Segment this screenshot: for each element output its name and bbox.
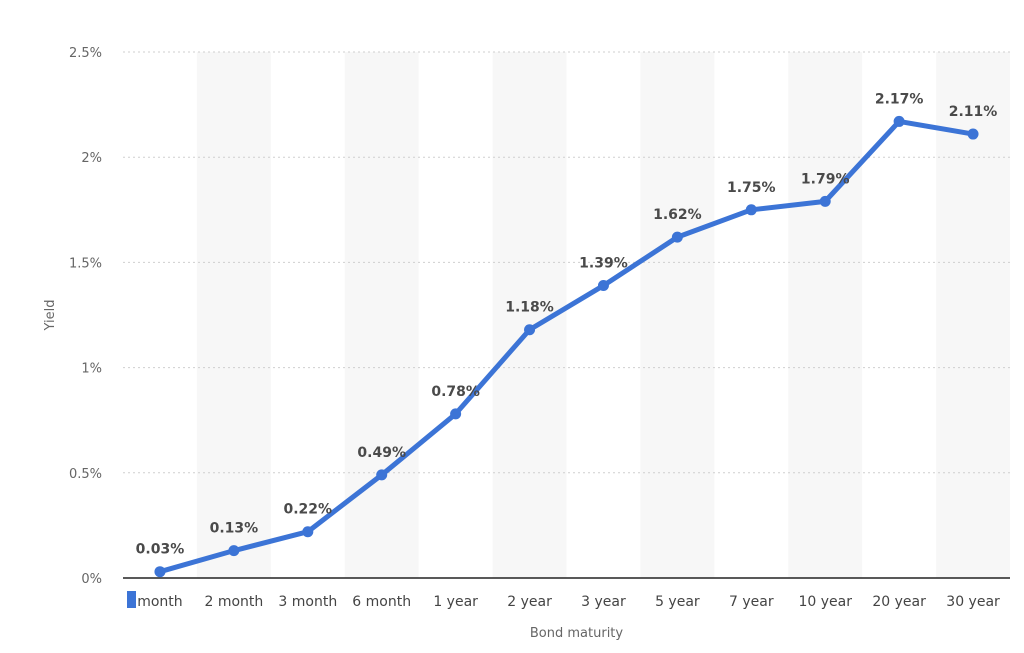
x-tick-label: 2 year [507,594,552,610]
y-axis-ticks: 0% 0.5% 1% 1.5% 2% 2.5% [69,46,102,587]
data-point[interactable] [819,195,831,207]
data-label: 0.03% [136,542,185,558]
y-tick-label: 0.5% [69,467,102,482]
data-point[interactable] [154,566,166,578]
data-labels: 0.03% 0.13% 0.22% 0.49% 0.78% 1.18% 1.39% 1.62%… [136,91,998,557]
data-point[interactable] [967,128,979,140]
data-label: 1.39% [579,256,628,272]
series-group [154,115,979,578]
data-point[interactable] [597,280,609,292]
x-tick-label: month [137,594,182,610]
y-tick-label: 2.5% [69,46,102,61]
y-tick-label: 1% [81,362,102,377]
x-tick-label: 1 year [433,594,478,610]
data-point[interactable] [376,469,388,481]
data-label: 0.22% [284,502,333,518]
x-tick-label: 6 month [352,594,411,610]
data-point[interactable] [893,115,905,127]
category-band [640,52,715,578]
series-line [157,118,976,575]
data-label: 2.17% [875,91,924,107]
x-tick-label: 2 month [204,594,263,610]
x-tick-label: 10 year [798,594,852,610]
data-label: 2.11% [949,104,998,120]
y-tick-label: 2% [81,151,102,166]
category-band [344,52,419,578]
data-point[interactable] [524,324,536,336]
category-band [196,52,271,578]
data-label: 1.79% [801,171,850,187]
data-point[interactable] [302,526,314,538]
y-tick-label: 1.5% [69,256,102,271]
category-band [788,52,863,578]
y-tick-label: 0% [81,572,102,587]
data-label: 1.18% [505,300,554,316]
x-tick-label: 3 year [581,594,626,610]
data-label: 1.62% [653,207,702,223]
x-axis-title: Bond maturity [530,626,624,641]
data-label: 1.75% [727,180,776,196]
x-tick-label: 30 year [946,594,1000,610]
data-point[interactable] [671,231,683,243]
data-point[interactable] [450,408,462,420]
category-band [936,52,1010,578]
category-bands [196,52,1010,578]
data-label: 0.49% [357,445,406,461]
data-label: 0.78% [431,384,480,400]
data-point[interactable] [228,545,240,557]
data-label: 0.13% [210,521,259,537]
x-tick-label: 5 year [655,594,700,610]
legend-marker [127,591,136,608]
x-tick-label: 20 year [872,594,926,610]
y-axis-title: Yield [43,300,58,332]
x-tick-label: 3 month [278,594,337,610]
x-axis-ticks: month 2 month 3 month 6 month 1 year 2 year 3 … [127,591,1000,610]
data-point[interactable] [745,204,757,216]
x-tick-label: 7 year [729,594,774,610]
